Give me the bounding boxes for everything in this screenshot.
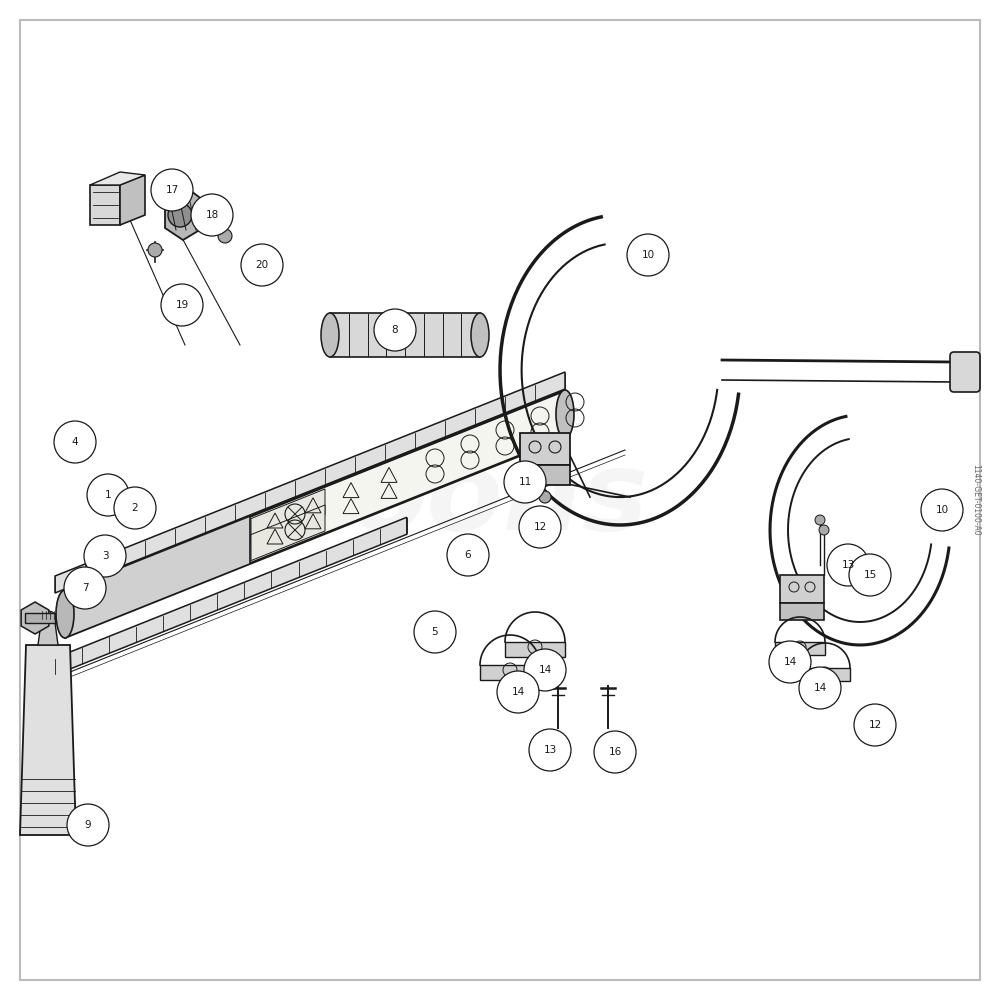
Circle shape bbox=[497, 671, 539, 713]
Ellipse shape bbox=[556, 390, 574, 438]
Circle shape bbox=[769, 641, 811, 683]
Text: oohs: oohs bbox=[351, 446, 649, 554]
Circle shape bbox=[114, 487, 156, 529]
Ellipse shape bbox=[471, 313, 489, 357]
Polygon shape bbox=[780, 575, 824, 603]
Circle shape bbox=[148, 243, 162, 257]
Text: 14: 14 bbox=[783, 657, 797, 667]
Text: 10: 10 bbox=[935, 505, 949, 515]
Circle shape bbox=[414, 611, 456, 653]
Ellipse shape bbox=[321, 313, 339, 357]
Circle shape bbox=[161, 284, 203, 326]
Polygon shape bbox=[120, 175, 145, 225]
Circle shape bbox=[241, 244, 283, 286]
Polygon shape bbox=[251, 505, 325, 561]
Circle shape bbox=[539, 491, 551, 503]
Text: 7: 7 bbox=[82, 583, 88, 593]
Circle shape bbox=[447, 534, 489, 576]
Text: 9: 9 bbox=[85, 820, 91, 830]
Text: 5: 5 bbox=[432, 627, 438, 637]
Circle shape bbox=[87, 474, 129, 516]
Polygon shape bbox=[800, 668, 850, 681]
Text: 15: 15 bbox=[863, 570, 877, 580]
Polygon shape bbox=[251, 489, 325, 545]
Circle shape bbox=[594, 731, 636, 773]
Polygon shape bbox=[520, 465, 570, 485]
Text: 17: 17 bbox=[165, 185, 179, 195]
Text: 19: 19 bbox=[175, 300, 189, 310]
Polygon shape bbox=[780, 603, 824, 620]
Text: 16: 16 bbox=[608, 747, 622, 757]
Text: 2: 2 bbox=[132, 503, 138, 513]
Polygon shape bbox=[505, 642, 565, 657]
Text: 14: 14 bbox=[538, 665, 552, 675]
Circle shape bbox=[524, 649, 566, 691]
Polygon shape bbox=[21, 602, 49, 634]
Circle shape bbox=[84, 535, 126, 577]
Circle shape bbox=[54, 421, 96, 463]
Circle shape bbox=[854, 704, 896, 746]
Text: 3: 3 bbox=[102, 551, 108, 561]
Polygon shape bbox=[250, 391, 565, 563]
Polygon shape bbox=[38, 615, 58, 645]
Text: 12: 12 bbox=[533, 522, 547, 532]
Circle shape bbox=[67, 804, 109, 846]
Text: 8: 8 bbox=[392, 325, 398, 335]
Polygon shape bbox=[65, 390, 565, 638]
Ellipse shape bbox=[42, 611, 54, 619]
Polygon shape bbox=[55, 372, 565, 593]
Polygon shape bbox=[520, 433, 570, 465]
Text: 1: 1 bbox=[105, 490, 111, 500]
Polygon shape bbox=[90, 172, 145, 185]
Circle shape bbox=[849, 554, 891, 596]
Polygon shape bbox=[55, 517, 407, 675]
Text: 4: 4 bbox=[72, 437, 78, 447]
Circle shape bbox=[191, 194, 233, 236]
Circle shape bbox=[627, 234, 669, 276]
Text: 13: 13 bbox=[841, 560, 855, 570]
Circle shape bbox=[168, 203, 192, 227]
Circle shape bbox=[529, 729, 571, 771]
Text: 1140-GET-0100-A0: 1140-GET-0100-A0 bbox=[972, 464, 980, 536]
Text: 18: 18 bbox=[205, 210, 219, 220]
Polygon shape bbox=[775, 642, 825, 655]
Polygon shape bbox=[90, 185, 120, 225]
Circle shape bbox=[504, 461, 546, 503]
Text: 14: 14 bbox=[813, 683, 827, 693]
Text: 20: 20 bbox=[255, 260, 269, 270]
Polygon shape bbox=[165, 188, 203, 240]
Circle shape bbox=[819, 525, 829, 535]
Circle shape bbox=[64, 567, 106, 609]
Circle shape bbox=[151, 169, 193, 211]
Text: 13: 13 bbox=[543, 745, 557, 755]
Circle shape bbox=[799, 667, 841, 709]
FancyBboxPatch shape bbox=[950, 352, 980, 392]
Circle shape bbox=[827, 544, 869, 586]
Circle shape bbox=[519, 506, 561, 548]
Text: 12: 12 bbox=[868, 720, 882, 730]
Circle shape bbox=[218, 229, 232, 243]
Circle shape bbox=[815, 515, 825, 525]
Text: 11: 11 bbox=[518, 477, 532, 487]
FancyBboxPatch shape bbox=[25, 613, 55, 623]
Circle shape bbox=[921, 489, 963, 531]
Ellipse shape bbox=[56, 590, 74, 638]
Text: 10: 10 bbox=[641, 250, 655, 260]
Polygon shape bbox=[20, 645, 76, 835]
Text: 6: 6 bbox=[465, 550, 471, 560]
Circle shape bbox=[374, 309, 416, 351]
Polygon shape bbox=[480, 665, 540, 680]
Text: 14: 14 bbox=[511, 687, 525, 697]
Polygon shape bbox=[330, 313, 480, 357]
